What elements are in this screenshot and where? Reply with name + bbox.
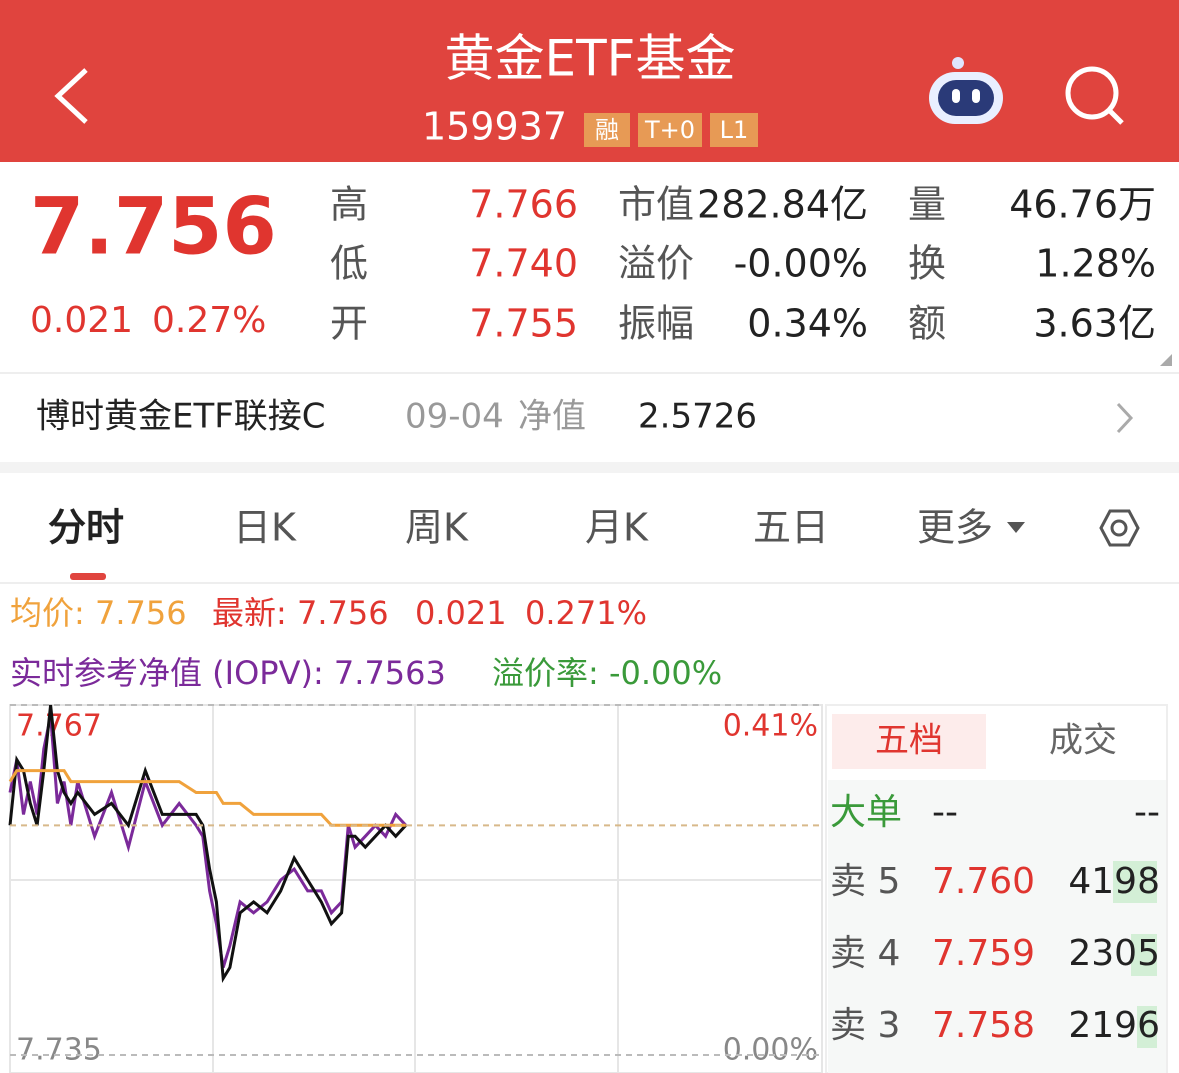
tag-bg [638, 113, 702, 147]
order-volume: -- [1134, 792, 1160, 833]
series-line [8, 769, 406, 827]
intraday-chart: 7.767 7.735 0.41% 0.00% [8, 704, 822, 1068]
order-price: -- [932, 792, 958, 833]
series-line [8, 704, 407, 984]
y2-tick-label: 0.41% [723, 709, 818, 744]
stat-label: 溢价 [618, 242, 694, 286]
latest-price: 最新: 7.756 [212, 594, 389, 632]
active-tab-bg [832, 714, 986, 769]
stat-value: 1.28% [1035, 242, 1156, 286]
stat-label: 振幅 [618, 302, 694, 346]
stat-label: 高 [330, 183, 368, 227]
fund-name: 博时黄金ETF联接C [36, 397, 326, 437]
order-volume: 2196 [1068, 1005, 1160, 1046]
tag: L1 [720, 116, 749, 144]
y2-tick-label: 0.00% [723, 1033, 818, 1068]
volume-bar [1137, 1006, 1157, 1048]
tab[interactable]: 周K [405, 506, 469, 550]
tab-indicator [70, 573, 106, 580]
stat-value: 7.766 [469, 183, 578, 227]
y-tick-label: 7.735 [16, 1033, 102, 1068]
stat-value: 46.76万 [1009, 183, 1156, 227]
stat-label: 低 [330, 242, 368, 286]
title: 黄金ETF基金 [445, 30, 736, 88]
order-volume: 2305 [1068, 933, 1160, 974]
search-icon[interactable] [1065, 66, 1124, 125]
tab[interactable]: 月K [585, 506, 649, 550]
more-arrow[interactable] [1007, 522, 1025, 533]
stat-label: 开 [330, 302, 368, 346]
iopv: 实时参考净值 (IOPV): 7.7563 [10, 654, 446, 692]
volume-bar [1131, 934, 1157, 976]
order-price: 7.760 [932, 861, 1035, 902]
order-label: 卖 5 [830, 861, 900, 902]
stat-label: 换 [908, 242, 946, 286]
chevron[interactable] [1116, 402, 1134, 434]
stat-value: -0.00% [734, 242, 868, 286]
order-label: 大单 [830, 792, 902, 833]
stat-value: 282.84亿 [697, 183, 868, 227]
fund-nav-label: 净值 [518, 397, 586, 437]
price: 7.756 [30, 182, 277, 272]
order-price: 7.758 [932, 1005, 1035, 1046]
robot-icon[interactable] [929, 57, 1003, 124]
order-tab[interactable]: 五档 [875, 721, 943, 761]
stat-value: 3.63亿 [1033, 302, 1156, 346]
y-tick-label: 7.767 [16, 709, 102, 744]
stat-label: 市值 [618, 183, 694, 227]
settings-icon[interactable] [1099, 509, 1140, 547]
tab[interactable]: 分时 [48, 506, 124, 550]
settings-icon-dot [1110, 519, 1128, 537]
order-rows: 大单 -- -- 卖 5 7.760 4198 卖 4 7.759 2305 卖 3 7.758 21… [830, 792, 1160, 1046]
order-tab[interactable]: 成交 [1049, 721, 1117, 761]
order-label: 卖 3 [830, 1005, 900, 1046]
fund-date: 09-04 [405, 397, 504, 437]
tab[interactable]: 日K [233, 506, 297, 550]
order-volume: 4198 [1068, 861, 1160, 902]
tag: T+0 [644, 116, 695, 144]
tabs: 分时 日K 周K 月K 五日 更多 [48, 506, 993, 550]
premium-rate: 溢价率: -0.00% [492, 654, 722, 692]
fund-nav: 2.5726 [638, 397, 757, 437]
tab[interactable]: 五日 [753, 506, 829, 550]
corner-mark [1160, 354, 1172, 366]
stat-label: 额 [908, 302, 946, 346]
change: 0.021 [30, 300, 133, 341]
back-button[interactable] [54, 68, 88, 124]
stat-value: 0.34% [747, 302, 868, 346]
change-pct: 0.27% [152, 300, 266, 341]
info-change-pct: 0.271% [525, 594, 647, 632]
volume-bar [1113, 861, 1157, 903]
info-change: 0.021 [415, 594, 507, 632]
order-book-body [828, 780, 1166, 1073]
stat-value: 7.755 [469, 302, 578, 346]
tag-bg [584, 113, 630, 147]
order-label: 卖 4 [830, 933, 900, 974]
avg-price: 均价: 7.756 [10, 594, 187, 632]
tag: 融 [595, 116, 619, 144]
stat-label: 量 [908, 183, 946, 227]
separator [0, 462, 1179, 473]
stat-value: 7.740 [469, 242, 578, 286]
tag-bg [710, 113, 758, 147]
code: 159937 [422, 105, 567, 149]
order-price: 7.759 [932, 933, 1035, 974]
tab[interactable]: 更多 [917, 506, 993, 550]
